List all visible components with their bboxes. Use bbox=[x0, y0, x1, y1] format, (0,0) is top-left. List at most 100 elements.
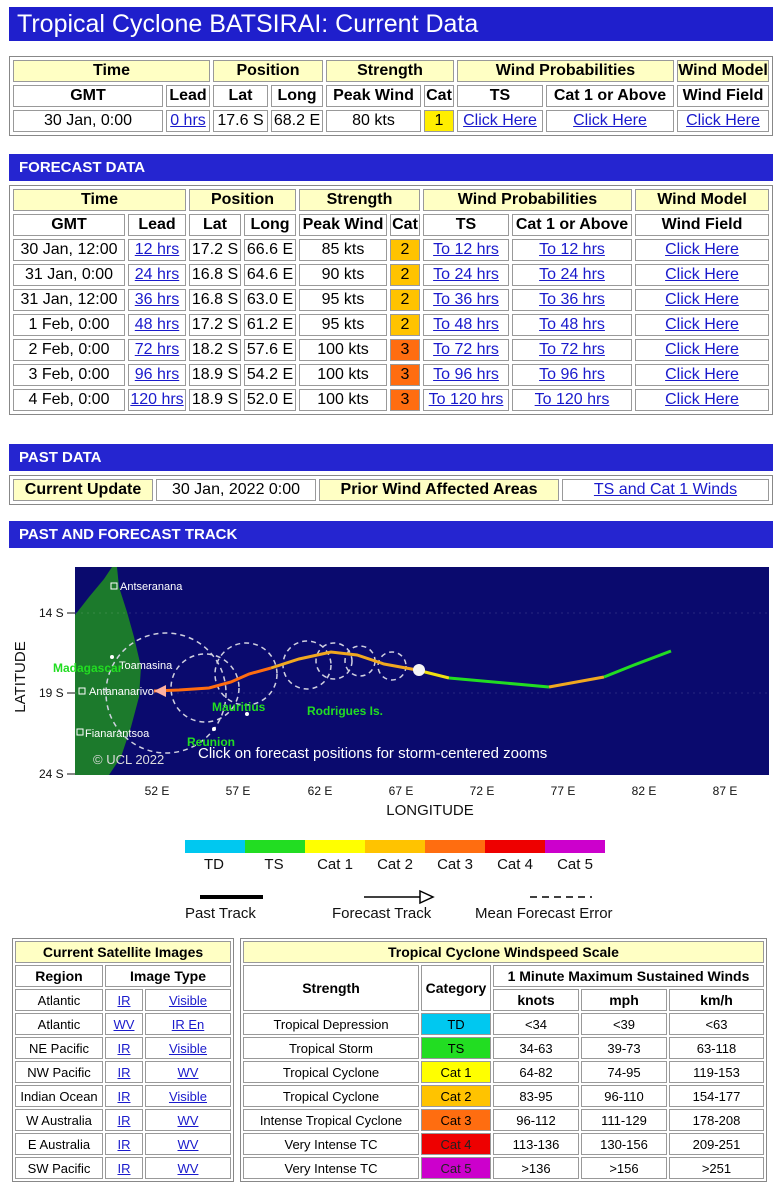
scale-row: Tropical Storm TS 34-63 39-73 63-118 bbox=[243, 1037, 764, 1059]
label-madagascar: Madagascar bbox=[53, 661, 123, 675]
scale-mph: 111-129 bbox=[581, 1109, 667, 1131]
current-lead-link[interactable]: 0 hrs bbox=[170, 112, 206, 129]
forecast-ts-link[interactable]: To 36 hrs bbox=[433, 291, 499, 308]
forecast-row: 31 Jan, 12:00 36 hrs 16.8 S 63.0 E 95 kts 2 To… bbox=[13, 289, 769, 311]
forecast-lead-link[interactable]: 24 hrs bbox=[134, 266, 180, 283]
forecast-ts-link[interactable]: To 24 hrs bbox=[433, 266, 499, 283]
past-track-ts bbox=[448, 676, 550, 689]
satellite-link-secondary[interactable]: WV bbox=[177, 1064, 199, 1080]
scale-mph: >156 bbox=[581, 1157, 667, 1179]
forecast-wind-field-link[interactable]: Click Here bbox=[665, 341, 739, 358]
forecast-lead-link[interactable]: 48 hrs bbox=[134, 316, 180, 333]
legend-cat3: Cat 3 bbox=[437, 856, 473, 873]
current-cat1-link[interactable]: Click Here bbox=[573, 112, 647, 129]
scale-knots: 83-95 bbox=[493, 1085, 579, 1107]
forecast-ts-link[interactable]: To 120 hrs bbox=[428, 391, 504, 408]
forecast-lead-link[interactable]: 72 hrs bbox=[134, 341, 180, 358]
scale-mph: 96-110 bbox=[581, 1085, 667, 1107]
scale-strength: Very Intense TC bbox=[243, 1157, 419, 1179]
forecast-gmt: 1 Feb, 0:00 bbox=[13, 314, 125, 336]
scale-category-badge: TS bbox=[421, 1037, 491, 1059]
current-wind-field-link[interactable]: Click Here bbox=[686, 112, 760, 129]
satellite-region: SW Pacific bbox=[15, 1157, 103, 1179]
xtick-87e: 87 E bbox=[713, 784, 738, 798]
forecast-peak-wind: 100 kts bbox=[299, 364, 387, 386]
satellite-link-primary[interactable]: IR bbox=[117, 1112, 131, 1128]
header-strength: Strength bbox=[326, 60, 454, 82]
forecast-wind-field-link[interactable]: Click Here bbox=[665, 291, 739, 308]
forecast-lead-link[interactable]: 36 hrs bbox=[134, 291, 180, 308]
forecast-lead-link[interactable]: 96 hrs bbox=[134, 366, 180, 383]
forecast-ts-link[interactable]: To 48 hrs bbox=[433, 316, 499, 333]
satellite-link-secondary[interactable]: IR En bbox=[171, 1016, 205, 1032]
forecast-cat1-link[interactable]: To 120 hrs bbox=[534, 391, 610, 408]
forecast-ts-link[interactable]: To 12 hrs bbox=[433, 241, 499, 258]
prior-wind-link[interactable]: TS and Cat 1 Winds bbox=[593, 481, 738, 498]
satellite-link-secondary[interactable]: WV bbox=[177, 1112, 199, 1128]
col-peak-wind: Peak Wind bbox=[326, 85, 421, 107]
col-peak-wind: Peak Wind bbox=[299, 214, 387, 236]
scale-strength: Intense Tropical Cyclone bbox=[243, 1109, 419, 1131]
forecast-cat1-link[interactable]: To 96 hrs bbox=[539, 366, 605, 383]
scale-knots: 96-112 bbox=[493, 1109, 579, 1131]
forecast-ts-link[interactable]: To 96 hrs bbox=[433, 366, 499, 383]
satellite-link-secondary[interactable]: Visible bbox=[168, 992, 208, 1008]
forecast-cat1-link[interactable]: To 12 hrs bbox=[539, 241, 605, 258]
forecast-cat1-link[interactable]: To 24 hrs bbox=[539, 266, 605, 283]
forecast-lat: 16.8 S bbox=[189, 264, 241, 286]
x-axis-label: LONGITUDE bbox=[386, 802, 474, 819]
satellite-row: NE Pacific IR Visible bbox=[15, 1037, 231, 1059]
scale-strength: Tropical Storm bbox=[243, 1037, 419, 1059]
forecast-lat: 17.2 S bbox=[189, 314, 241, 336]
forecast-cat1-link[interactable]: To 36 hrs bbox=[539, 291, 605, 308]
legend-color-swatch bbox=[185, 840, 245, 853]
scale-category-badge: Cat 2 bbox=[421, 1085, 491, 1107]
forecast-cat-badge: 2 bbox=[390, 289, 420, 311]
forecast-cat-badge: 3 bbox=[390, 364, 420, 386]
forecast-wind-field-link[interactable]: Click Here bbox=[665, 366, 739, 383]
satellite-link-primary[interactable]: IR bbox=[117, 1160, 131, 1176]
scale-kmh: <63 bbox=[669, 1013, 764, 1035]
header-strength: Strength bbox=[299, 189, 420, 211]
legend-color-swatch bbox=[485, 840, 545, 853]
forecast-cat1-link[interactable]: To 72 hrs bbox=[539, 341, 605, 358]
satellite-row: W Australia IR WV bbox=[15, 1109, 231, 1131]
satellite-link-primary[interactable]: IR bbox=[117, 1088, 131, 1104]
forecast-row: 31 Jan, 0:00 24 hrs 16.8 S 64.6 E 90 kts 2 To … bbox=[13, 264, 769, 286]
satellite-link-secondary[interactable]: Visible bbox=[168, 1088, 208, 1104]
scale-row: Tropical Cyclone Cat 1 64-82 74-95 119-153 bbox=[243, 1061, 764, 1083]
satellite-title: Current Satellite Images bbox=[15, 941, 231, 963]
forecast-wind-field-link[interactable]: Click Here bbox=[665, 316, 739, 333]
windspeed-scale-table: Tropical Cyclone Windspeed Scale Strengt… bbox=[240, 938, 767, 1182]
forecast-cat-badge: 3 bbox=[390, 339, 420, 361]
forecast-long: 63.0 E bbox=[244, 289, 296, 311]
forecast-long: 54.2 E bbox=[244, 364, 296, 386]
satellite-link-primary[interactable]: IR bbox=[117, 1136, 131, 1152]
current-position-marker[interactable] bbox=[413, 664, 425, 676]
satellite-link-secondary[interactable]: WV bbox=[177, 1136, 199, 1152]
forecast-lead-link[interactable]: 12 hrs bbox=[134, 241, 180, 258]
current-ts-link[interactable]: Click Here bbox=[463, 112, 537, 129]
forecast-cat-badge: 2 bbox=[390, 314, 420, 336]
col-kmh: km/h bbox=[669, 989, 764, 1011]
forecast-cat-badge: 2 bbox=[390, 264, 420, 286]
satellite-link-primary[interactable]: WV bbox=[113, 1016, 135, 1032]
forecast-cat1-link[interactable]: To 48 hrs bbox=[539, 316, 605, 333]
satellite-link-secondary[interactable]: Visible bbox=[168, 1040, 208, 1056]
xtick-72e: 72 E bbox=[470, 784, 495, 798]
header-wind-probabilities: Wind Probabilities bbox=[457, 60, 674, 82]
forecast-peak-wind: 85 kts bbox=[299, 239, 387, 261]
forecast-wind-field-link[interactable]: Click Here bbox=[665, 266, 739, 283]
forecast-wind-field-link[interactable]: Click Here bbox=[665, 391, 739, 408]
satellite-row: NW Pacific IR WV bbox=[15, 1061, 231, 1083]
satellite-link-secondary[interactable]: WV bbox=[177, 1160, 199, 1176]
forecast-wind-field-link[interactable]: Click Here bbox=[665, 241, 739, 258]
track-map-svg[interactable]: Antseranana Toamasina Antananarivo Fiana… bbox=[9, 557, 773, 832]
map-note: Click on forecast positions for storm-ce… bbox=[198, 745, 547, 762]
satellite-link-primary[interactable]: IR bbox=[117, 1064, 131, 1080]
forecast-long: 66.6 E bbox=[244, 239, 296, 261]
forecast-ts-link[interactable]: To 72 hrs bbox=[433, 341, 499, 358]
forecast-lead-link[interactable]: 120 hrs bbox=[130, 391, 184, 408]
satellite-link-primary[interactable]: IR bbox=[117, 1040, 131, 1056]
satellite-link-primary[interactable]: IR bbox=[117, 992, 131, 1008]
